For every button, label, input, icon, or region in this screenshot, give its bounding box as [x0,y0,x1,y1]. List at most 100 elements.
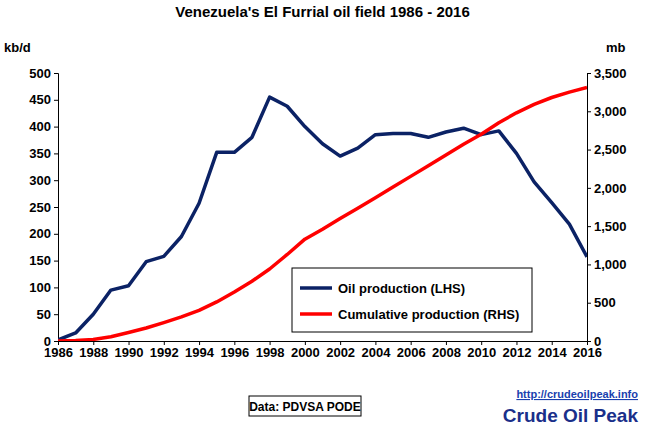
title: Venezuela's El Furrial oil field 1986 - … [175,3,470,20]
tick-mark [587,73,591,74]
tick: 2008 [432,341,461,360]
legend: Oil production (LHS) Cumulative productio… [292,268,532,332]
tick-label: 50 [37,307,51,322]
tick-label: 1988 [79,345,108,360]
tick-mark [54,234,58,235]
tick: 3,000 [587,104,627,119]
tick: 150 [29,253,58,268]
tick-label: 500 [594,295,616,310]
axis-line [588,74,592,342]
tick-label: 2012 [503,345,532,360]
tick: 2012 [503,341,532,360]
tick: 250 [29,200,58,215]
tick-mark [54,127,58,128]
series-line [58,88,587,341]
tick: 1996 [220,341,249,360]
tick-mark [54,180,58,181]
source-text: Data: PDVSA PODE [249,400,361,414]
tick: 50 [37,307,58,322]
tick-label: 150 [29,253,51,268]
tick-label: 2,500 [594,142,627,157]
tick: 1988 [79,341,108,360]
tick-label: 2004 [361,345,391,360]
tick: 2,500 [587,142,627,157]
tick-label: 500 [29,66,51,81]
tick-mark [587,341,591,342]
tick: 1994 [185,341,215,360]
tick-mark [54,261,58,262]
tick-label: 0 [594,334,601,349]
tick-label: 1,500 [594,219,627,234]
tick: 1992 [150,341,179,360]
tick-label: 1996 [220,345,249,360]
tick-mark [54,287,58,288]
tick: 1,500 [587,219,627,234]
tick-mark [54,341,58,342]
y2-axis: 0 500 1,000 1,500 2,000 2,500 3,000 3,500 [587,66,627,349]
tick-mark [587,303,591,304]
tick-label: 2014 [538,345,568,360]
tick: 2002 [326,341,355,360]
source: Data: PDVSA PODE [249,396,361,416]
tick: 0 [44,334,58,349]
tick: 1990 [115,341,144,360]
tick-label: 3,000 [594,104,627,119]
tick-label: 2006 [397,345,426,360]
tick-label: 1,000 [594,257,627,272]
tick: 2006 [397,341,426,360]
tick: 2000 [291,341,320,360]
y2-axis-label: mb [606,40,626,55]
tick-label: 350 [29,146,51,161]
tick-label: 1994 [185,345,215,360]
y-axis-label: kb/d [4,40,31,55]
tick-label: 200 [29,226,51,241]
tick-label: 2002 [326,345,355,360]
tick: 400 [29,119,58,134]
tick: 100 [29,280,58,295]
tick: 2014 [538,341,568,360]
axis-line [54,74,59,342]
tick-mark [54,314,58,315]
watermark-url: http://crudeoilpeak.info [516,388,638,400]
tick-label: 100 [29,280,51,295]
tick-label: 2000 [291,345,320,360]
tick-mark [54,100,58,101]
tick: 3,500 [587,66,627,81]
tick: 1,000 [587,257,627,272]
tick: 450 [29,92,58,107]
tick: 200 [29,226,58,241]
tick-mark [587,226,591,227]
tick: 500 [29,66,58,81]
legend-label: Oil production (LHS) [338,281,465,296]
tick-mark [54,153,58,154]
tick-mark [587,111,591,112]
legend-box [292,268,532,332]
tick-label: 400 [29,119,51,134]
tick-label: 1998 [256,345,285,360]
tick: 350 [29,146,58,161]
tick-label: 2010 [467,345,496,360]
source-box [249,396,361,416]
tick: 2004 [361,341,391,360]
tick-label: 250 [29,200,51,215]
tick: 300 [29,173,58,188]
tick: 0 [587,334,601,349]
series-line [58,97,587,340]
tick: 2010 [467,341,496,360]
tick: 500 [587,295,616,310]
tick-label: 1990 [115,345,144,360]
tick: 2,000 [587,181,627,196]
tick-mark [54,73,58,74]
tick-label: 2008 [432,345,461,360]
watermark-brand: Crude Oil Peak [503,405,639,426]
tick-label: 3,500 [594,66,627,81]
watermark: http://crudeoilpeak.info Crude Oil Peak [503,388,639,426]
legend-label: Cumulative production (RHS) [338,307,519,322]
tick-label: 1992 [150,345,179,360]
tick: 1998 [256,341,285,360]
tick-label: 0 [44,334,51,349]
tick-label: 2,000 [594,181,627,196]
chart: Venezuela's El Furrial oil field 1986 - … [0,0,645,431]
legend-swatch [300,312,332,316]
tick-mark [587,150,591,151]
